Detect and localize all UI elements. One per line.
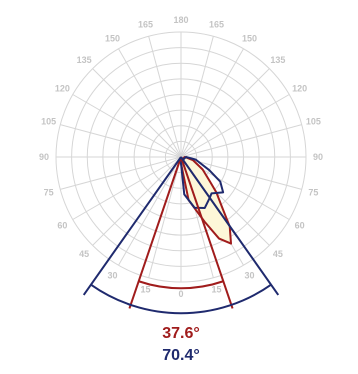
angle-tick-label: 60	[57, 221, 67, 231]
angle-tick-label: 105	[41, 117, 56, 127]
angle-tick-label: 75	[308, 187, 318, 197]
grid-spoke	[92, 68, 182, 158]
angle-tick-labels: 180 1651651501501351351201201051059090757…	[39, 15, 323, 299]
angle-tick-label: 180	[173, 15, 188, 25]
angle-tick-label: 120	[292, 84, 307, 94]
beam-arc-0	[138, 280, 224, 290]
angle-tick-label: 0	[178, 289, 183, 299]
grid-spoke	[72, 156, 182, 220]
grid-spoke	[148, 36, 182, 158]
angle-tick-label: 165	[138, 20, 153, 30]
angle-tick-label: 120	[55, 84, 70, 94]
angle-tick-label: 135	[77, 55, 92, 65]
beam-edge-right-0	[180, 156, 234, 309]
angle-tick-label: 45	[79, 249, 89, 259]
angle-tick-label: 30	[244, 271, 254, 281]
beam-angle-label-outer: 70.4°	[162, 347, 200, 364]
angle-tick-label: 135	[270, 55, 285, 65]
grid-spoke	[72, 94, 182, 158]
beam-angle-label-inner: 37.6°	[162, 325, 200, 342]
grid-spoke	[60, 124, 182, 158]
grid-spoke	[180, 48, 244, 158]
angle-tick-label: 75	[44, 187, 54, 197]
grid-spoke	[180, 36, 214, 158]
angle-tick-label: 45	[273, 249, 283, 259]
beam-edge-left-0	[128, 156, 182, 309]
beam-arc-1	[90, 283, 272, 315]
grid-spoke	[180, 156, 302, 190]
angle-tick-label: 15	[141, 284, 151, 294]
angle-tick-label: 90	[313, 152, 323, 162]
angle-tick-label: 150	[242, 33, 257, 43]
beam-edge-right-1	[180, 156, 280, 296]
angle-tick-label: 150	[105, 33, 120, 43]
angle-tick-label: 90	[39, 152, 49, 162]
angle-tick-label: 165	[209, 20, 224, 30]
grid-spoke	[60, 156, 182, 190]
angle-tick-label: 60	[295, 221, 305, 231]
intensity-curve-1	[179, 156, 225, 209]
grid-spoke	[180, 124, 302, 158]
beam-angle-markers	[82, 156, 280, 315]
grid-spoke	[92, 156, 182, 246]
grid-spoke	[180, 94, 290, 158]
beam-edge-left-1	[82, 156, 182, 296]
grid-spoke	[180, 68, 270, 158]
grid-spoke	[148, 156, 182, 278]
angle-tick-label: 30	[107, 271, 117, 281]
grid-spoke	[118, 48, 182, 158]
grid-spoke	[118, 156, 182, 266]
angle-tick-label: 15	[211, 284, 221, 294]
angle-tick-label: 105	[306, 117, 321, 127]
